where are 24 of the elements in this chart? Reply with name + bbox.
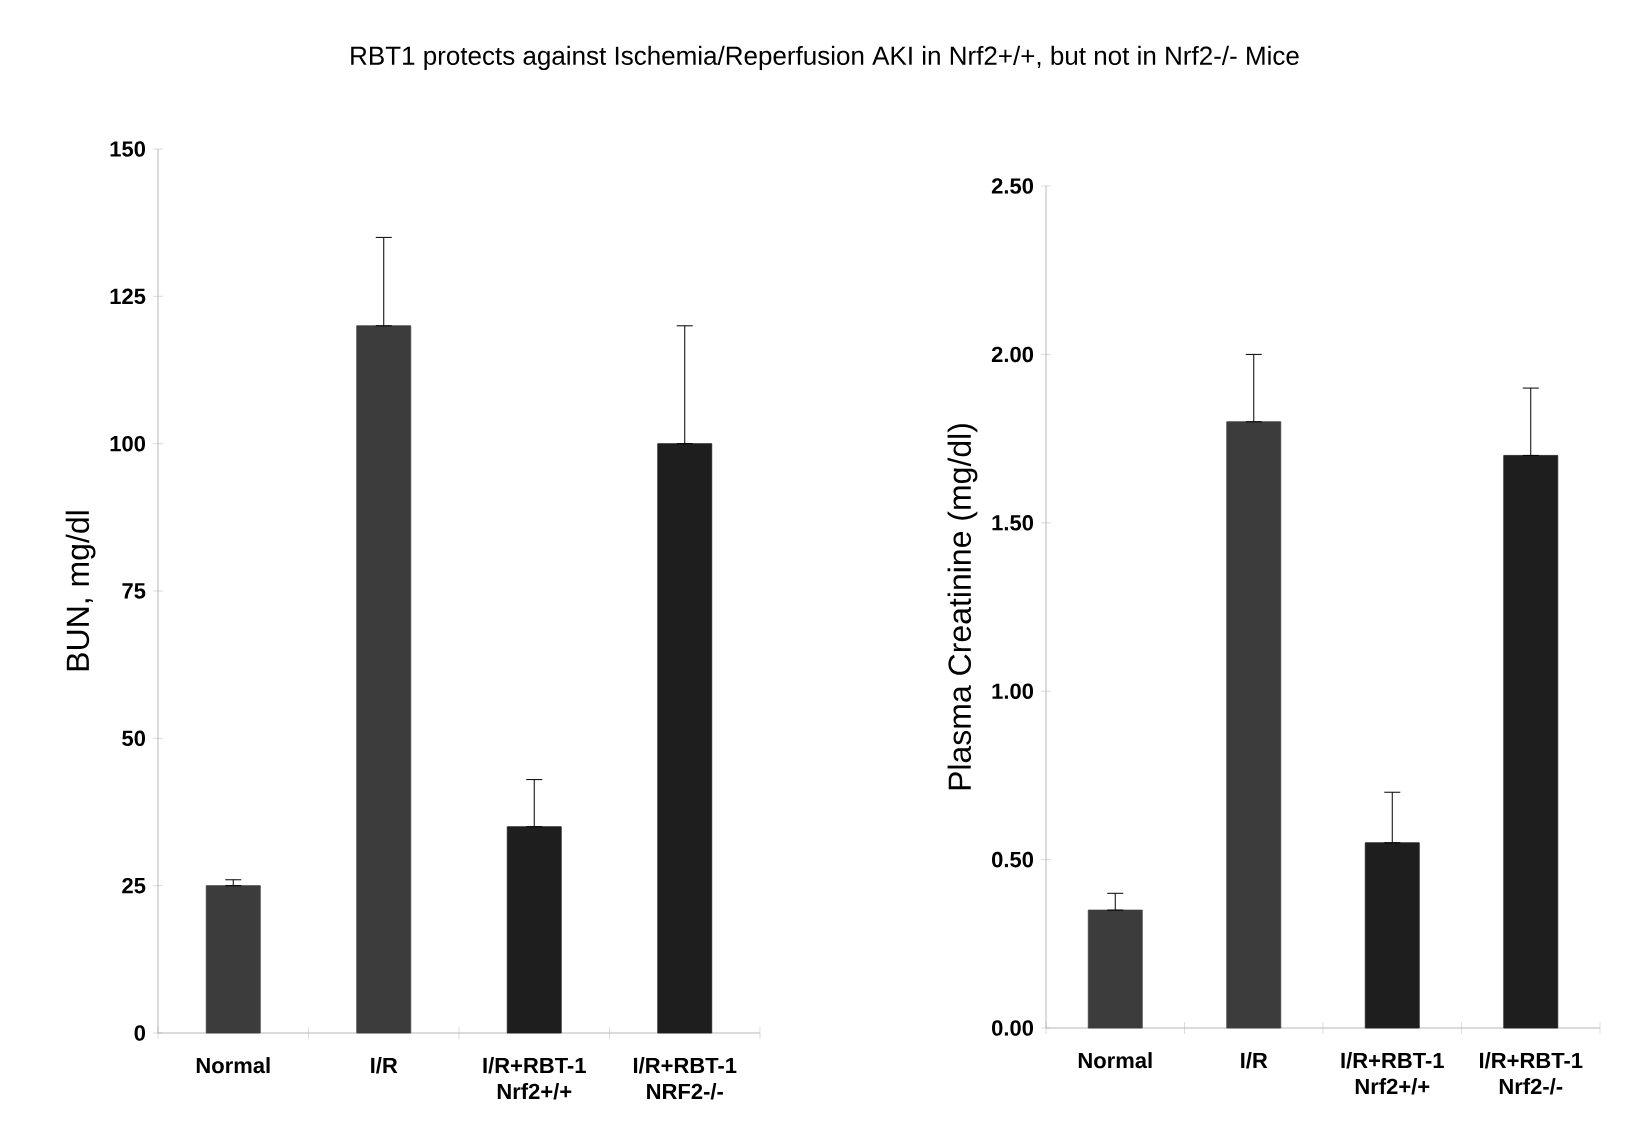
y-tick-label: 2.50 xyxy=(991,178,1034,194)
y-tick-label: 2.00 xyxy=(991,346,1034,363)
x-tick-label: I/R+RBT-1 Nrf2+/+ xyxy=(1341,1052,1444,1095)
y-tick-label: 75 xyxy=(122,583,146,599)
y-tick-label: 125 xyxy=(110,288,146,305)
y-tick-label: 50 xyxy=(122,730,146,747)
y-tick-label: 1.50 xyxy=(992,515,1034,531)
y-tick-label: 0 xyxy=(134,1025,146,1041)
y-axis-title: BUN, mg/dl xyxy=(65,511,96,671)
y-tick-label: 150 xyxy=(110,141,146,157)
x-tick-label: I/R+RBT-1 NRF2-/- xyxy=(633,1057,737,1100)
text: RBT1 protects against Ischemia/Reperfusion AKI in Nrf2+/+, but not in Nrf2-/- Mice xyxy=(351,45,1299,71)
y-tick-label: 100 xyxy=(110,435,146,452)
x-tick-label: I/R xyxy=(371,1057,398,1074)
x-tick-label: I/R xyxy=(1241,1052,1268,1069)
x-tick-label: Normal xyxy=(1078,1052,1152,1069)
y-tick-label: 1.00 xyxy=(992,683,1034,699)
y-tick-label: 0.50 xyxy=(992,851,1034,868)
x-tick-label: Normal xyxy=(196,1057,270,1074)
x-tick-label: I/R+RBT-1 Nrf2+/+ xyxy=(483,1057,586,1100)
y-axis-title: Plasma Creatinine (mg/dl) xyxy=(947,424,978,790)
y-tick-label: 0.00 xyxy=(992,1020,1034,1036)
y-tick-label: 25 xyxy=(122,877,146,894)
x-tick-label: I/R+RBT-1 Nrf2-/- xyxy=(1479,1052,1583,1095)
